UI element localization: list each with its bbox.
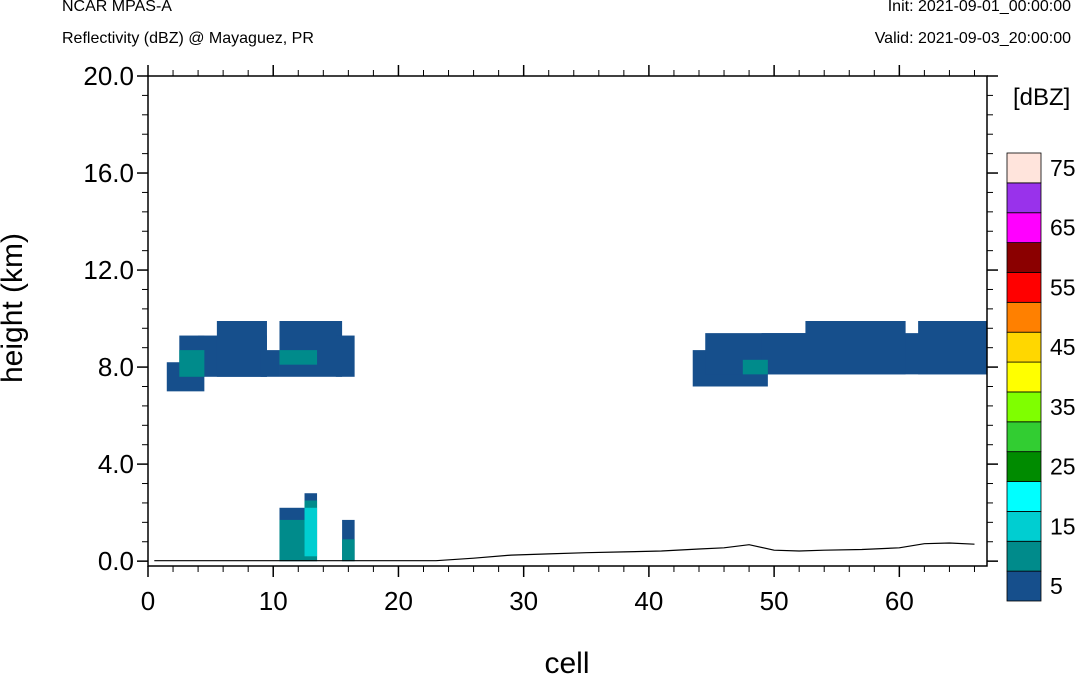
colorbar-label-25: 25 xyxy=(1050,454,1076,480)
reflectivity-cell-5 xyxy=(279,321,343,377)
y-tick-label-0.0: 0.0 xyxy=(98,546,134,576)
terrain-line xyxy=(154,542,975,562)
colorbar-swatch-75 xyxy=(1006,152,1042,184)
colorbar-swatch-55 xyxy=(1006,272,1042,303)
reflectivity-cell-19 xyxy=(304,507,318,557)
init-time: Init: 2021-09-01_00:00:00 xyxy=(887,0,1071,15)
terrain-profile xyxy=(154,542,975,562)
colorbar-swatch-45 xyxy=(1006,331,1042,363)
y-tick-label-4.0: 4.0 xyxy=(98,449,134,479)
reflectivity-cell-4 xyxy=(260,350,280,377)
x-tick-label-10: 10 xyxy=(259,586,288,616)
reflectivity-cell-16 xyxy=(279,519,305,562)
colorbar-swatch-50 xyxy=(1006,301,1042,333)
y-tick-label-20.0: 20.0 xyxy=(83,61,134,91)
reflectivity-cell-7 xyxy=(179,350,205,377)
colorbar-swatch-35 xyxy=(1006,391,1042,423)
reflectivity-cell-12 xyxy=(805,321,906,375)
colorbar: 5 15 25 35 45 55 65 75 xyxy=(1006,152,1076,602)
colorbar-label-55: 55 xyxy=(1050,274,1076,300)
colorbar-swatch-20 xyxy=(1006,481,1042,512)
x-axis-label: cell xyxy=(544,647,589,677)
colorbar-swatch-70 xyxy=(1006,182,1042,214)
reflectivity-cell-6 xyxy=(335,335,355,377)
colorbar-label-35: 35 xyxy=(1050,394,1076,420)
valid-time: Valid: 2021-09-03_20:00:00 xyxy=(874,30,1071,47)
x-tick-label-20: 20 xyxy=(384,586,413,616)
y-tick-label-12.0: 12.0 xyxy=(83,255,134,285)
colorbar-label-5: 5 xyxy=(1050,573,1063,599)
x-tick-label-0: 0 xyxy=(141,586,155,616)
field-subtitle: Reflectivity (dBZ) @ Mayaguez, PR xyxy=(62,30,314,47)
x-tick-label-60: 60 xyxy=(885,586,914,616)
colorbar-swatch-65 xyxy=(1006,212,1042,244)
x-tick-label-30: 30 xyxy=(509,586,538,616)
colorbar-swatch-15 xyxy=(1006,510,1042,542)
colorbar-swatch-40 xyxy=(1006,361,1042,393)
x-tick-label-50: 50 xyxy=(760,586,789,616)
y-tick-label-8.0: 8.0 xyxy=(98,352,134,382)
reflectivity-cell-21 xyxy=(342,539,355,562)
reflectivity-cell-8 xyxy=(279,350,318,365)
colorbar-label-75: 75 xyxy=(1050,155,1076,181)
colorbar-swatch-10 xyxy=(1006,540,1042,572)
colorbar-label-45: 45 xyxy=(1050,334,1076,360)
reflectivity-cells xyxy=(166,321,987,562)
reflectivity-cell-3 xyxy=(216,321,267,377)
x-tick-label-40: 40 xyxy=(634,586,663,616)
plot-frame xyxy=(147,75,988,567)
y-tick-label-16.0: 16.0 xyxy=(83,158,134,188)
reflectivity-cell-13 xyxy=(918,321,987,375)
colorbar-swatch-25 xyxy=(1006,451,1042,482)
y-axis-label: height (km) xyxy=(0,233,29,383)
colorbar-swatch-30 xyxy=(1006,421,1042,453)
colorbar-swatch-5 xyxy=(1006,570,1042,602)
model-title: NCAR MPAS-A xyxy=(62,0,172,15)
colorbar-label-15: 15 xyxy=(1050,513,1076,539)
colorbar-units-label: [dBZ] xyxy=(1013,84,1070,111)
colorbar-swatch-60 xyxy=(1006,242,1042,273)
reflectivity-cell-14 xyxy=(742,359,768,375)
colorbar-label-65: 65 xyxy=(1050,215,1076,241)
